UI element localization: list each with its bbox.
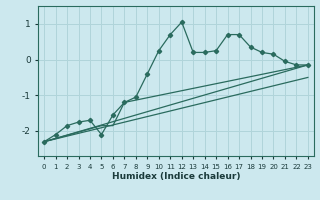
X-axis label: Humidex (Indice chaleur): Humidex (Indice chaleur) (112, 172, 240, 181)
